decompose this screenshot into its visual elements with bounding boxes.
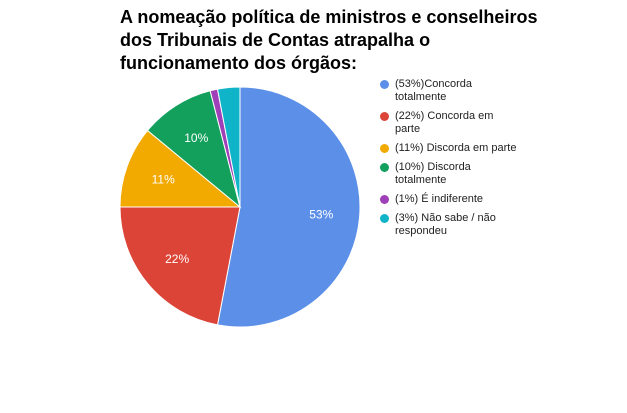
chart-legend: (53%)Concorda totalmente (22%) Concorda e… <box>380 78 520 244</box>
legend-label-4: (1%) É indiferente <box>395 193 484 205</box>
legend-label-0: (53%)Concorda totalmente <box>395 78 473 103</box>
pie-slice-2 <box>119 129 242 208</box>
legend-item-4: (1%) É indiferente <box>380 193 520 206</box>
legend-item-3: (10%) Discorda totalmente <box>380 161 520 187</box>
legend-label-5: (3%) Não sabe / não respondeu <box>395 212 496 237</box>
legend-item-0: (53%)Concorda totalmente <box>380 78 520 104</box>
pie-slice-0 <box>216 86 361 328</box>
pie-slice-1 <box>119 206 241 326</box>
legend-swatch-2 <box>380 144 389 153</box>
legend-swatch-4 <box>380 195 389 204</box>
pie-slice-3 <box>146 90 241 209</box>
legend-item-2: (11%) Discorda em parte <box>380 142 520 155</box>
legend-swatch-1 <box>380 112 389 121</box>
legend-label-1: (22%) Concorda em parte <box>395 110 494 135</box>
pie-slice-label-3: 10% <box>184 131 208 145</box>
pie-slice-label-0: 53% <box>309 208 333 222</box>
legend-label-3: (10%) Discorda totalmente <box>395 161 471 186</box>
legend-swatch-0 <box>380 80 389 89</box>
pie-slice-label-1: 22% <box>165 252 189 266</box>
chart-title: A nomeação política de ministros e conse… <box>120 7 538 73</box>
legend-item-1: (22%) Concorda em parte <box>380 110 520 136</box>
legend-swatch-5 <box>380 214 389 223</box>
legend-label-2: (11%) Discorda em parte <box>395 142 517 154</box>
legend-swatch-3 <box>380 163 389 172</box>
pie-slice-5 <box>216 86 241 208</box>
legend-item-5: (3%) Não sabe / não respondeu <box>380 212 520 238</box>
pie-slice-label-2: 11% <box>152 172 175 186</box>
